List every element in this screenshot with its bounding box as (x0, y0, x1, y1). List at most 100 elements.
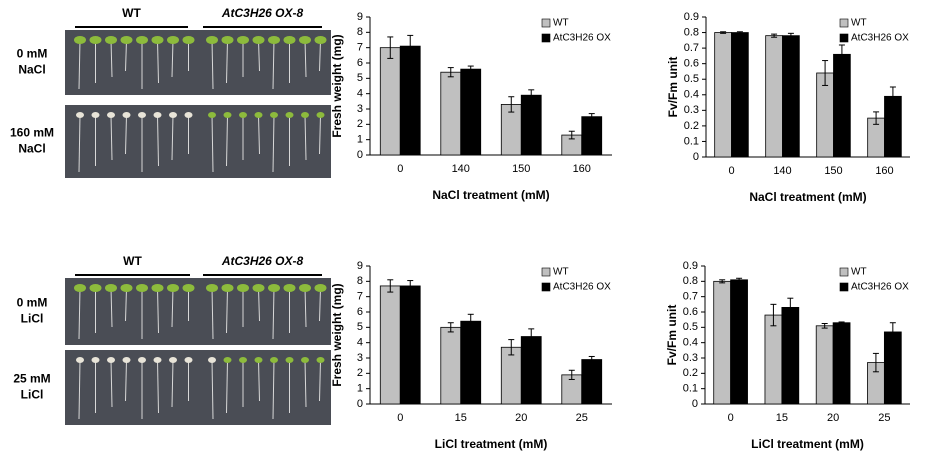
genotype-label: WT (123, 254, 142, 268)
bar (832, 322, 851, 405)
root (171, 39, 174, 78)
leaf (107, 357, 115, 363)
leaf (283, 284, 296, 292)
root (211, 359, 214, 420)
y-tick-label: 0.2 (683, 367, 698, 379)
root (125, 39, 127, 72)
leaf (237, 284, 249, 292)
root (110, 114, 113, 161)
leaf (285, 112, 294, 118)
y-tick-label: 5 (357, 321, 363, 333)
root (157, 359, 159, 414)
leaf (316, 357, 325, 363)
root (319, 39, 321, 72)
leaf (105, 36, 117, 44)
leaf (153, 112, 162, 118)
bar (440, 326, 462, 405)
leaf (76, 112, 84, 118)
root (226, 287, 228, 334)
legend-label: WT (851, 18, 867, 29)
genotype-label: WT (122, 6, 141, 20)
root (258, 114, 260, 155)
y-axis-title: Fresh weight (mg) (330, 283, 344, 386)
bar (460, 320, 482, 405)
leaf (182, 36, 195, 44)
leaf (184, 357, 193, 363)
leaf (89, 36, 102, 44)
leaf (283, 36, 296, 44)
y-tick-label: 0 (692, 398, 698, 410)
y-tick-label: 0.9 (684, 11, 699, 23)
root (211, 114, 214, 173)
x-tick-label: 150 (512, 163, 530, 175)
root (78, 114, 81, 173)
x-tick-label: 160 (573, 163, 591, 175)
legend-swatch (541, 18, 551, 28)
legend-swatch (839, 18, 849, 28)
leaf (270, 112, 278, 118)
x-tick-label: 0 (397, 412, 403, 424)
y-tick-label: 8 (357, 26, 363, 38)
leaf (169, 357, 177, 363)
y-tick-label: 0.7 (684, 42, 699, 54)
legend-label: WT (553, 267, 569, 278)
x-tick-label: 0 (397, 163, 403, 175)
x-tick-label: 15 (455, 412, 467, 424)
leaf (136, 36, 148, 44)
leaf (314, 284, 327, 292)
leaf (239, 112, 247, 118)
root (319, 359, 321, 402)
leaf (223, 112, 232, 118)
y-tick-label: 0.4 (684, 89, 699, 101)
y-tick-label: 3 (357, 103, 363, 115)
legend-swatch (541, 267, 551, 277)
y-tick-label: 1 (357, 134, 363, 146)
legend-swatch (541, 282, 551, 292)
leaf (223, 357, 232, 363)
y-tick-label: 7 (357, 42, 363, 54)
root (78, 359, 81, 420)
y-tick-label: 0.9 (683, 260, 698, 272)
legend-swatch (839, 33, 849, 43)
root (78, 39, 81, 90)
leaf (314, 36, 327, 44)
y-tick-label: 9 (357, 260, 363, 272)
legend-label: AtC3H26 OX (851, 33, 909, 44)
x-tick-label: 0 (728, 165, 734, 177)
y-tick-label: 8 (357, 275, 363, 287)
y-tick-label: 0.1 (683, 383, 698, 395)
root (319, 114, 321, 155)
bar (765, 35, 783, 158)
y-tick-label: 0.4 (683, 337, 698, 349)
leaf (136, 284, 148, 292)
bar (440, 71, 462, 156)
y-tick-label: 4 (357, 337, 363, 349)
leaf (208, 112, 216, 118)
legend-swatch (839, 282, 849, 292)
root (272, 359, 275, 420)
root (272, 287, 275, 340)
root (304, 39, 307, 78)
root (157, 39, 159, 84)
treatment-label: NaCl (18, 142, 45, 156)
bar (520, 94, 542, 156)
x-tick-label: 160 (875, 165, 893, 177)
leaf (254, 112, 263, 118)
bar (731, 32, 749, 158)
leaf (76, 357, 84, 363)
y-tick-label: 6 (357, 306, 363, 318)
leaf (239, 357, 247, 363)
bar (815, 325, 834, 405)
leaf (301, 112, 309, 118)
leaf (208, 357, 216, 363)
legend-label: AtC3H26 OX (851, 282, 909, 293)
root (157, 287, 159, 334)
y-tick-label: 0 (357, 149, 363, 161)
y-tick-label: 0.5 (684, 73, 699, 85)
root (226, 114, 228, 167)
y-tick-label: 0.1 (684, 135, 699, 147)
root (258, 39, 260, 72)
treatment-label: LiCl (21, 312, 44, 326)
bar (399, 285, 421, 405)
leaf (167, 36, 179, 44)
